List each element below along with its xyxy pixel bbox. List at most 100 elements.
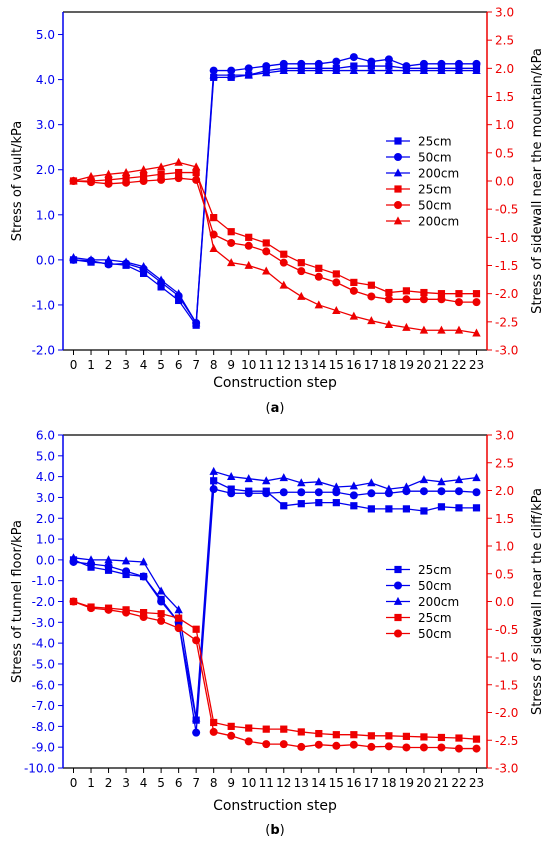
y-tick-label: 2.0 — [36, 163, 55, 177]
data-point — [349, 491, 358, 500]
data-point — [367, 65, 376, 74]
legend-label: 200cm — [418, 215, 459, 229]
data-point — [297, 259, 305, 267]
x-tick-label: 10 — [241, 358, 256, 372]
data-point — [157, 616, 166, 625]
data-point — [69, 553, 78, 562]
series-line — [73, 161, 477, 334]
legend-marker — [394, 201, 402, 209]
data-point — [175, 614, 183, 622]
data-point — [104, 555, 113, 564]
series-line — [73, 177, 477, 303]
data-point — [367, 57, 376, 66]
series-line — [73, 479, 477, 721]
data-point — [121, 167, 131, 176]
data-point — [192, 636, 201, 645]
x-tick-label: 3 — [122, 358, 130, 372]
data-point — [332, 499, 340, 507]
data-point — [209, 70, 218, 79]
data-point — [402, 732, 411, 740]
legend-label: 25cm — [418, 611, 452, 625]
data-point — [455, 734, 463, 742]
x-tick-label: 16 — [346, 358, 361, 372]
data-point — [367, 505, 375, 513]
x-tick-label: 8 — [210, 358, 218, 372]
x-axis-label: Construction step — [213, 375, 337, 391]
legend-label: 50cm — [418, 199, 452, 213]
data-point — [139, 557, 148, 566]
data-point — [402, 743, 411, 752]
series-line — [73, 600, 477, 740]
data-point — [192, 168, 200, 177]
y-tick-label: 5.0 — [36, 449, 55, 463]
data-point — [349, 53, 358, 62]
data-point — [157, 170, 165, 178]
caption-close-paren: ) — [280, 823, 285, 838]
data-point — [437, 743, 446, 752]
legend-item: 25cm — [386, 183, 452, 197]
data-point — [367, 316, 376, 325]
x-tick-label: 8 — [210, 776, 218, 790]
data-point — [104, 255, 113, 264]
x-tick-label: 18 — [381, 358, 396, 372]
data-point — [209, 485, 218, 494]
data-point — [279, 258, 288, 267]
data-point — [314, 740, 323, 749]
data-point — [174, 605, 183, 614]
data-point — [86, 555, 96, 564]
data-point — [350, 278, 358, 286]
data-point — [279, 473, 288, 482]
series-right-200cm — [69, 157, 481, 337]
data-point — [174, 174, 183, 183]
x-tick-label: 15 — [329, 776, 344, 790]
series-line — [73, 69, 477, 326]
data-point — [245, 724, 253, 732]
data-point — [402, 295, 411, 304]
legend-marker — [394, 185, 402, 193]
y2-tick-label: -3.0 — [495, 344, 518, 358]
data-point — [385, 732, 393, 740]
y2-tick-label: 0.5 — [495, 567, 514, 581]
y2-tick-label: -2.0 — [495, 287, 518, 301]
x-tick-label: 2 — [105, 776, 113, 790]
x-tick-label: 22 — [451, 358, 466, 372]
legend-item: 25cm — [386, 135, 452, 149]
data-point — [419, 59, 428, 68]
x-tick-label: 1 — [87, 358, 95, 372]
y2-tick-label: -1.0 — [495, 231, 518, 245]
x-tick-label: 12 — [276, 358, 291, 372]
data-point — [122, 608, 131, 617]
data-point — [156, 275, 166, 284]
data-point — [175, 296, 183, 305]
data-point — [419, 65, 429, 74]
data-point — [122, 174, 130, 182]
data-point — [104, 562, 113, 571]
data-point — [384, 55, 393, 64]
x-axis-label: Construction step — [213, 798, 337, 814]
legend-marker — [393, 168, 403, 177]
data-point — [139, 262, 148, 271]
data-point — [402, 505, 411, 513]
caption-open-paren: ( — [265, 823, 270, 838]
series-right-50cm — [69, 174, 481, 307]
data-point — [419, 475, 429, 484]
legend-item: 200cm — [386, 167, 459, 181]
x-tick-label: 6 — [175, 358, 183, 372]
data-point — [367, 281, 375, 289]
data-point — [121, 257, 131, 266]
data-point — [384, 65, 394, 74]
data-point — [226, 70, 236, 79]
data-point — [209, 466, 218, 475]
data-point — [332, 270, 340, 278]
x-tick-label: 10 — [241, 776, 256, 790]
data-point — [349, 286, 358, 295]
data-point — [385, 505, 393, 513]
data-point — [472, 473, 481, 482]
data-point — [139, 572, 148, 581]
data-point — [210, 718, 218, 727]
data-point — [244, 737, 253, 746]
data-point — [156, 586, 166, 595]
data-point — [437, 477, 446, 486]
data-point — [384, 295, 393, 304]
x-tick-label: 11 — [259, 776, 274, 790]
